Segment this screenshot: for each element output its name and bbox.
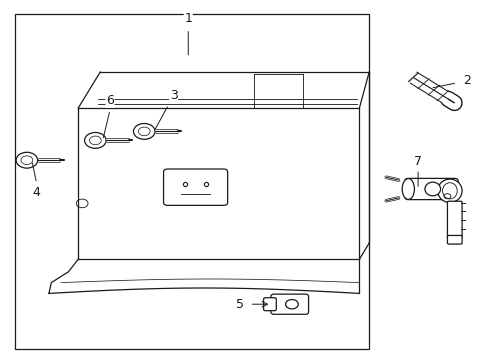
FancyBboxPatch shape: [447, 201, 461, 239]
Ellipse shape: [442, 183, 456, 199]
Text: 6: 6: [106, 94, 114, 107]
FancyBboxPatch shape: [263, 298, 276, 311]
Ellipse shape: [401, 179, 414, 199]
Circle shape: [133, 123, 155, 139]
FancyBboxPatch shape: [404, 179, 457, 199]
Text: 2: 2: [462, 75, 470, 87]
Text: 7: 7: [413, 156, 421, 168]
FancyBboxPatch shape: [270, 294, 308, 314]
Ellipse shape: [424, 182, 440, 196]
FancyBboxPatch shape: [163, 169, 227, 205]
Text: 3: 3: [169, 89, 177, 102]
Text: 5: 5: [235, 298, 243, 311]
Text: 1: 1: [184, 12, 192, 24]
Ellipse shape: [437, 179, 461, 202]
FancyBboxPatch shape: [447, 235, 461, 244]
Text: 4: 4: [33, 186, 41, 199]
Bar: [15, 14, 368, 349]
Circle shape: [84, 132, 106, 148]
Circle shape: [16, 152, 38, 168]
